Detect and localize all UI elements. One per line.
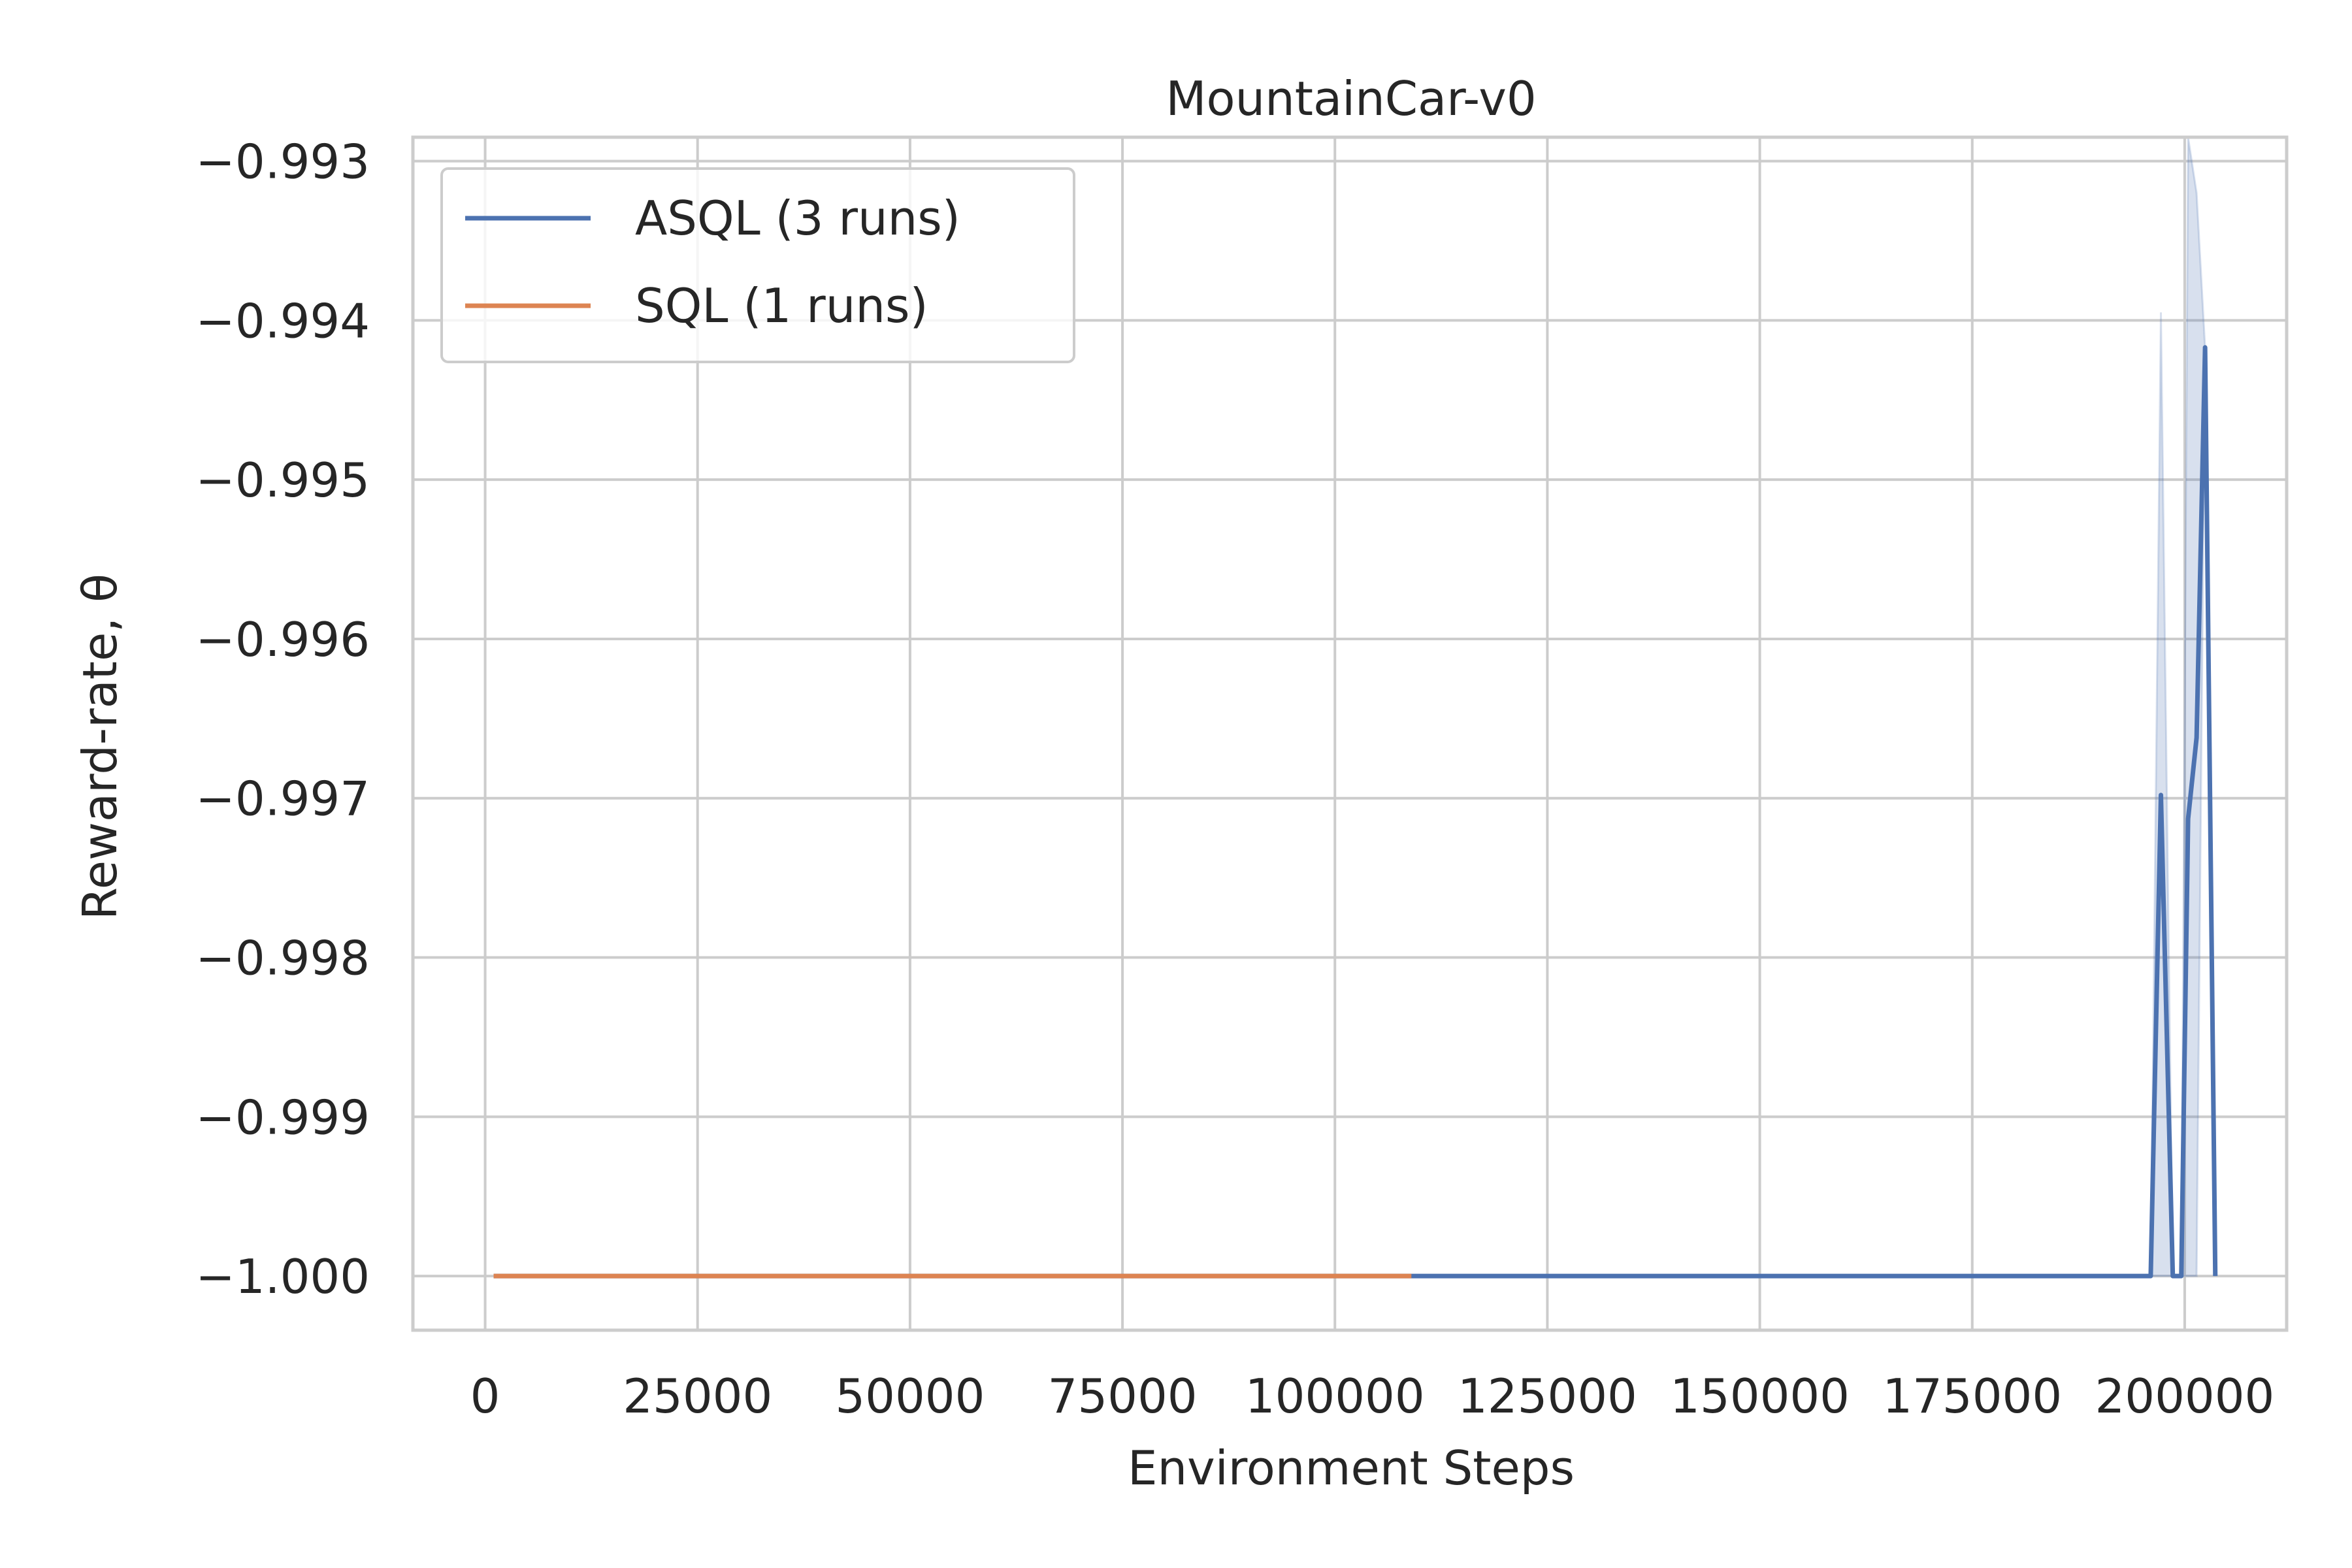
plot-frame (411, 135, 2289, 1332)
y-tick-label: −0.993 (196, 135, 370, 189)
x-tick-label: 150000 (1670, 1369, 1850, 1424)
y-tick-label: −0.995 (196, 453, 370, 508)
x-axis-label: Environment Steps (1128, 1441, 1575, 1495)
y-tick-label: −0.994 (196, 293, 370, 348)
y-axis-label: Reward-rate, θ (73, 574, 127, 920)
y-tick-label: −0.996 (196, 612, 370, 667)
x-tick-label: 200000 (2095, 1369, 2274, 1424)
legend-label-asql: ASQL (3 runs) (635, 191, 960, 246)
x-tick-label: 0 (470, 1369, 500, 1424)
y-tick-label: −0.998 (196, 931, 370, 986)
y-tick-label: −0.999 (196, 1090, 370, 1145)
series-lines (493, 345, 2218, 1279)
legend-box (440, 167, 1075, 363)
x-tick-label: 125000 (1458, 1369, 1637, 1424)
x-tick-label: 175000 (1882, 1369, 2062, 1424)
x-tick-label: 100000 (1245, 1369, 1425, 1424)
y-tick-label: −1.000 (196, 1249, 370, 1304)
series-line-0 (493, 345, 2218, 1279)
tick-labels: 0 25000 50000 75000 100000 125000 150000 175000… (196, 135, 2275, 1424)
x-tick-label: 75000 (1048, 1369, 1198, 1424)
legend: ASQL (3 runs) SQL (1 runs) (440, 167, 1075, 363)
x-tick-label: 50000 (835, 1369, 985, 1424)
chart-title: MountainCar-v0 (1166, 71, 1536, 126)
x-tick-label: 25000 (623, 1369, 772, 1424)
legend-label-sql: SQL (1 runs) (635, 278, 928, 333)
y-tick-label: −0.997 (196, 772, 370, 826)
